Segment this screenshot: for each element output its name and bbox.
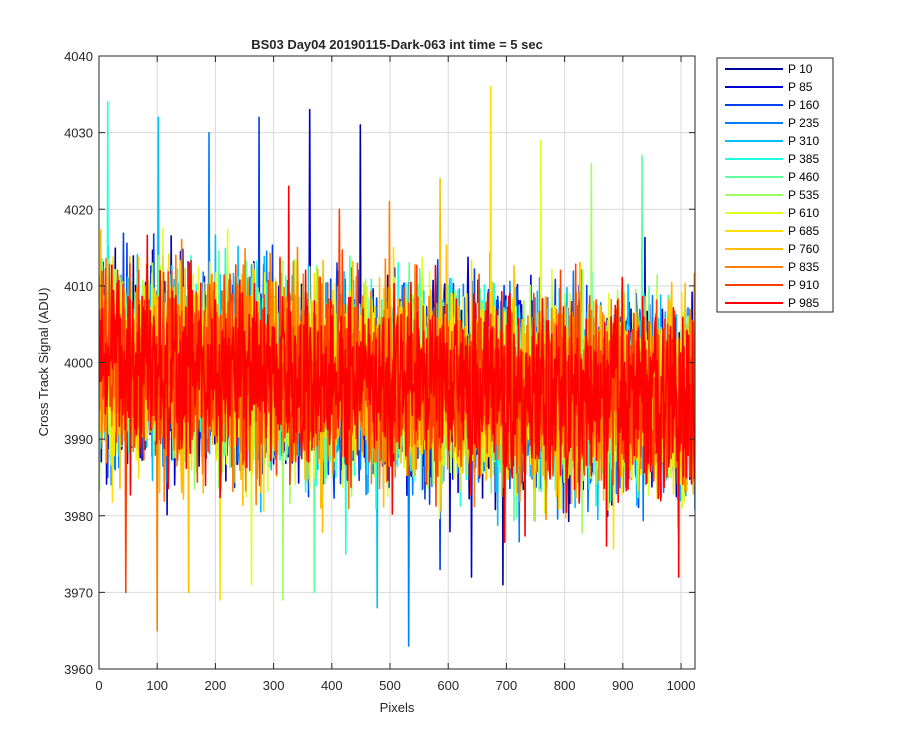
chart-title: BS03 Day04 20190115-Dark-063 int time = …: [251, 37, 543, 52]
legend-label: P 685: [788, 224, 819, 238]
legend: P 10 P 85 P 160 P 235 P 310 P 385 P 460 P 535 P …: [716, 57, 834, 313]
legend-label: P 985: [788, 296, 819, 310]
x-tick-label: 0: [95, 678, 102, 693]
legend-label: P 760: [788, 242, 819, 256]
y-tick-label: 4010: [64, 279, 93, 294]
legend-label: P 610: [788, 206, 819, 220]
x-tick-label: 200: [205, 678, 227, 693]
legend-box: [716, 57, 834, 313]
x-tick-label: 900: [612, 678, 634, 693]
legend-label: P 835: [788, 260, 819, 274]
y-tick-label: 4040: [64, 49, 93, 64]
y-tick-label: 4000: [64, 356, 93, 371]
legend-label: P 910: [788, 278, 819, 292]
legend-label: P 460: [788, 170, 819, 184]
x-tick-label: 500: [379, 678, 401, 693]
series-lines: [99, 85, 695, 647]
y-tick-label: 3970: [64, 585, 93, 600]
y-tick-label: 4020: [64, 202, 93, 217]
legend-label: P 310: [788, 134, 819, 148]
legend-label: P 535: [788, 188, 819, 202]
axis-ticks: 0 100 200 300 400 500 600 700 800 900 1000 3960 3970…: [64, 49, 695, 693]
legend-label: P 85: [788, 80, 813, 94]
legend-label: P 10: [788, 62, 813, 76]
series-line-p-985: [99, 185, 695, 578]
plot-area: 0 100 200 300 400 500 600 700 800 900 1000 3960 3970…: [64, 49, 696, 693]
x-tick-label: 100: [146, 678, 168, 693]
x-tick-label: 1000: [667, 678, 696, 693]
y-tick-label: 3990: [64, 432, 93, 447]
y-tick-label: 4030: [64, 126, 93, 141]
legend-entries: P 10 P 85 P 160 P 235 P 310 P 385 P 460 P 535 P …: [725, 62, 819, 310]
x-tick-label: 700: [496, 678, 518, 693]
x-axis-label: Pixels: [380, 700, 415, 715]
y-tick-label: 3980: [64, 509, 93, 524]
x-tick-label: 300: [263, 678, 285, 693]
legend-label: P 385: [788, 152, 819, 166]
x-tick-label: 600: [437, 678, 459, 693]
legend-label: P 160: [788, 98, 819, 112]
x-tick-label: 800: [554, 678, 576, 693]
y-axis-label: Cross Track Signal (ADU): [36, 288, 51, 437]
legend-label: P 235: [788, 116, 819, 130]
y-tick-label: 3960: [64, 662, 93, 677]
x-tick-label: 400: [321, 678, 343, 693]
